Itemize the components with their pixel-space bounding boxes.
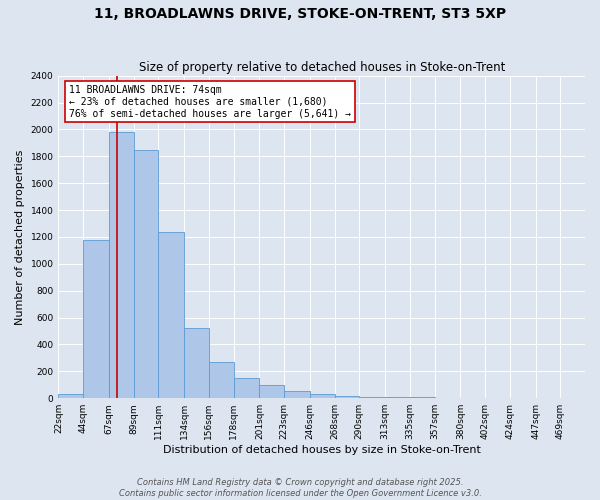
Bar	[134, 150, 158, 398]
Text: 11, BROADLAWNS DRIVE, STOKE-ON-TRENT, ST3 5XP: 11, BROADLAWNS DRIVE, STOKE-ON-TRENT, ST…	[94, 8, 506, 22]
Bar	[58, 394, 83, 398]
Text: Contains HM Land Registry data © Crown copyright and database right 2025.
Contai: Contains HM Land Registry data © Crown c…	[119, 478, 481, 498]
Bar	[158, 232, 184, 398]
Bar	[385, 397, 410, 398]
X-axis label: Distribution of detached houses by size in Stoke-on-Trent: Distribution of detached houses by size …	[163, 445, 481, 455]
Bar	[310, 394, 335, 398]
Bar	[259, 385, 284, 398]
Y-axis label: Number of detached properties: Number of detached properties	[15, 149, 25, 324]
Bar	[284, 392, 310, 398]
Bar	[335, 396, 359, 398]
Bar	[233, 378, 259, 398]
Bar	[184, 328, 209, 398]
Bar	[209, 362, 233, 398]
Bar	[410, 397, 434, 398]
Bar	[109, 132, 134, 398]
Bar	[359, 397, 385, 398]
Bar	[83, 240, 109, 398]
Text: 11 BROADLAWNS DRIVE: 74sqm
← 23% of detached houses are smaller (1,680)
76% of s: 11 BROADLAWNS DRIVE: 74sqm ← 23% of deta…	[69, 86, 351, 118]
Title: Size of property relative to detached houses in Stoke-on-Trent: Size of property relative to detached ho…	[139, 62, 505, 74]
